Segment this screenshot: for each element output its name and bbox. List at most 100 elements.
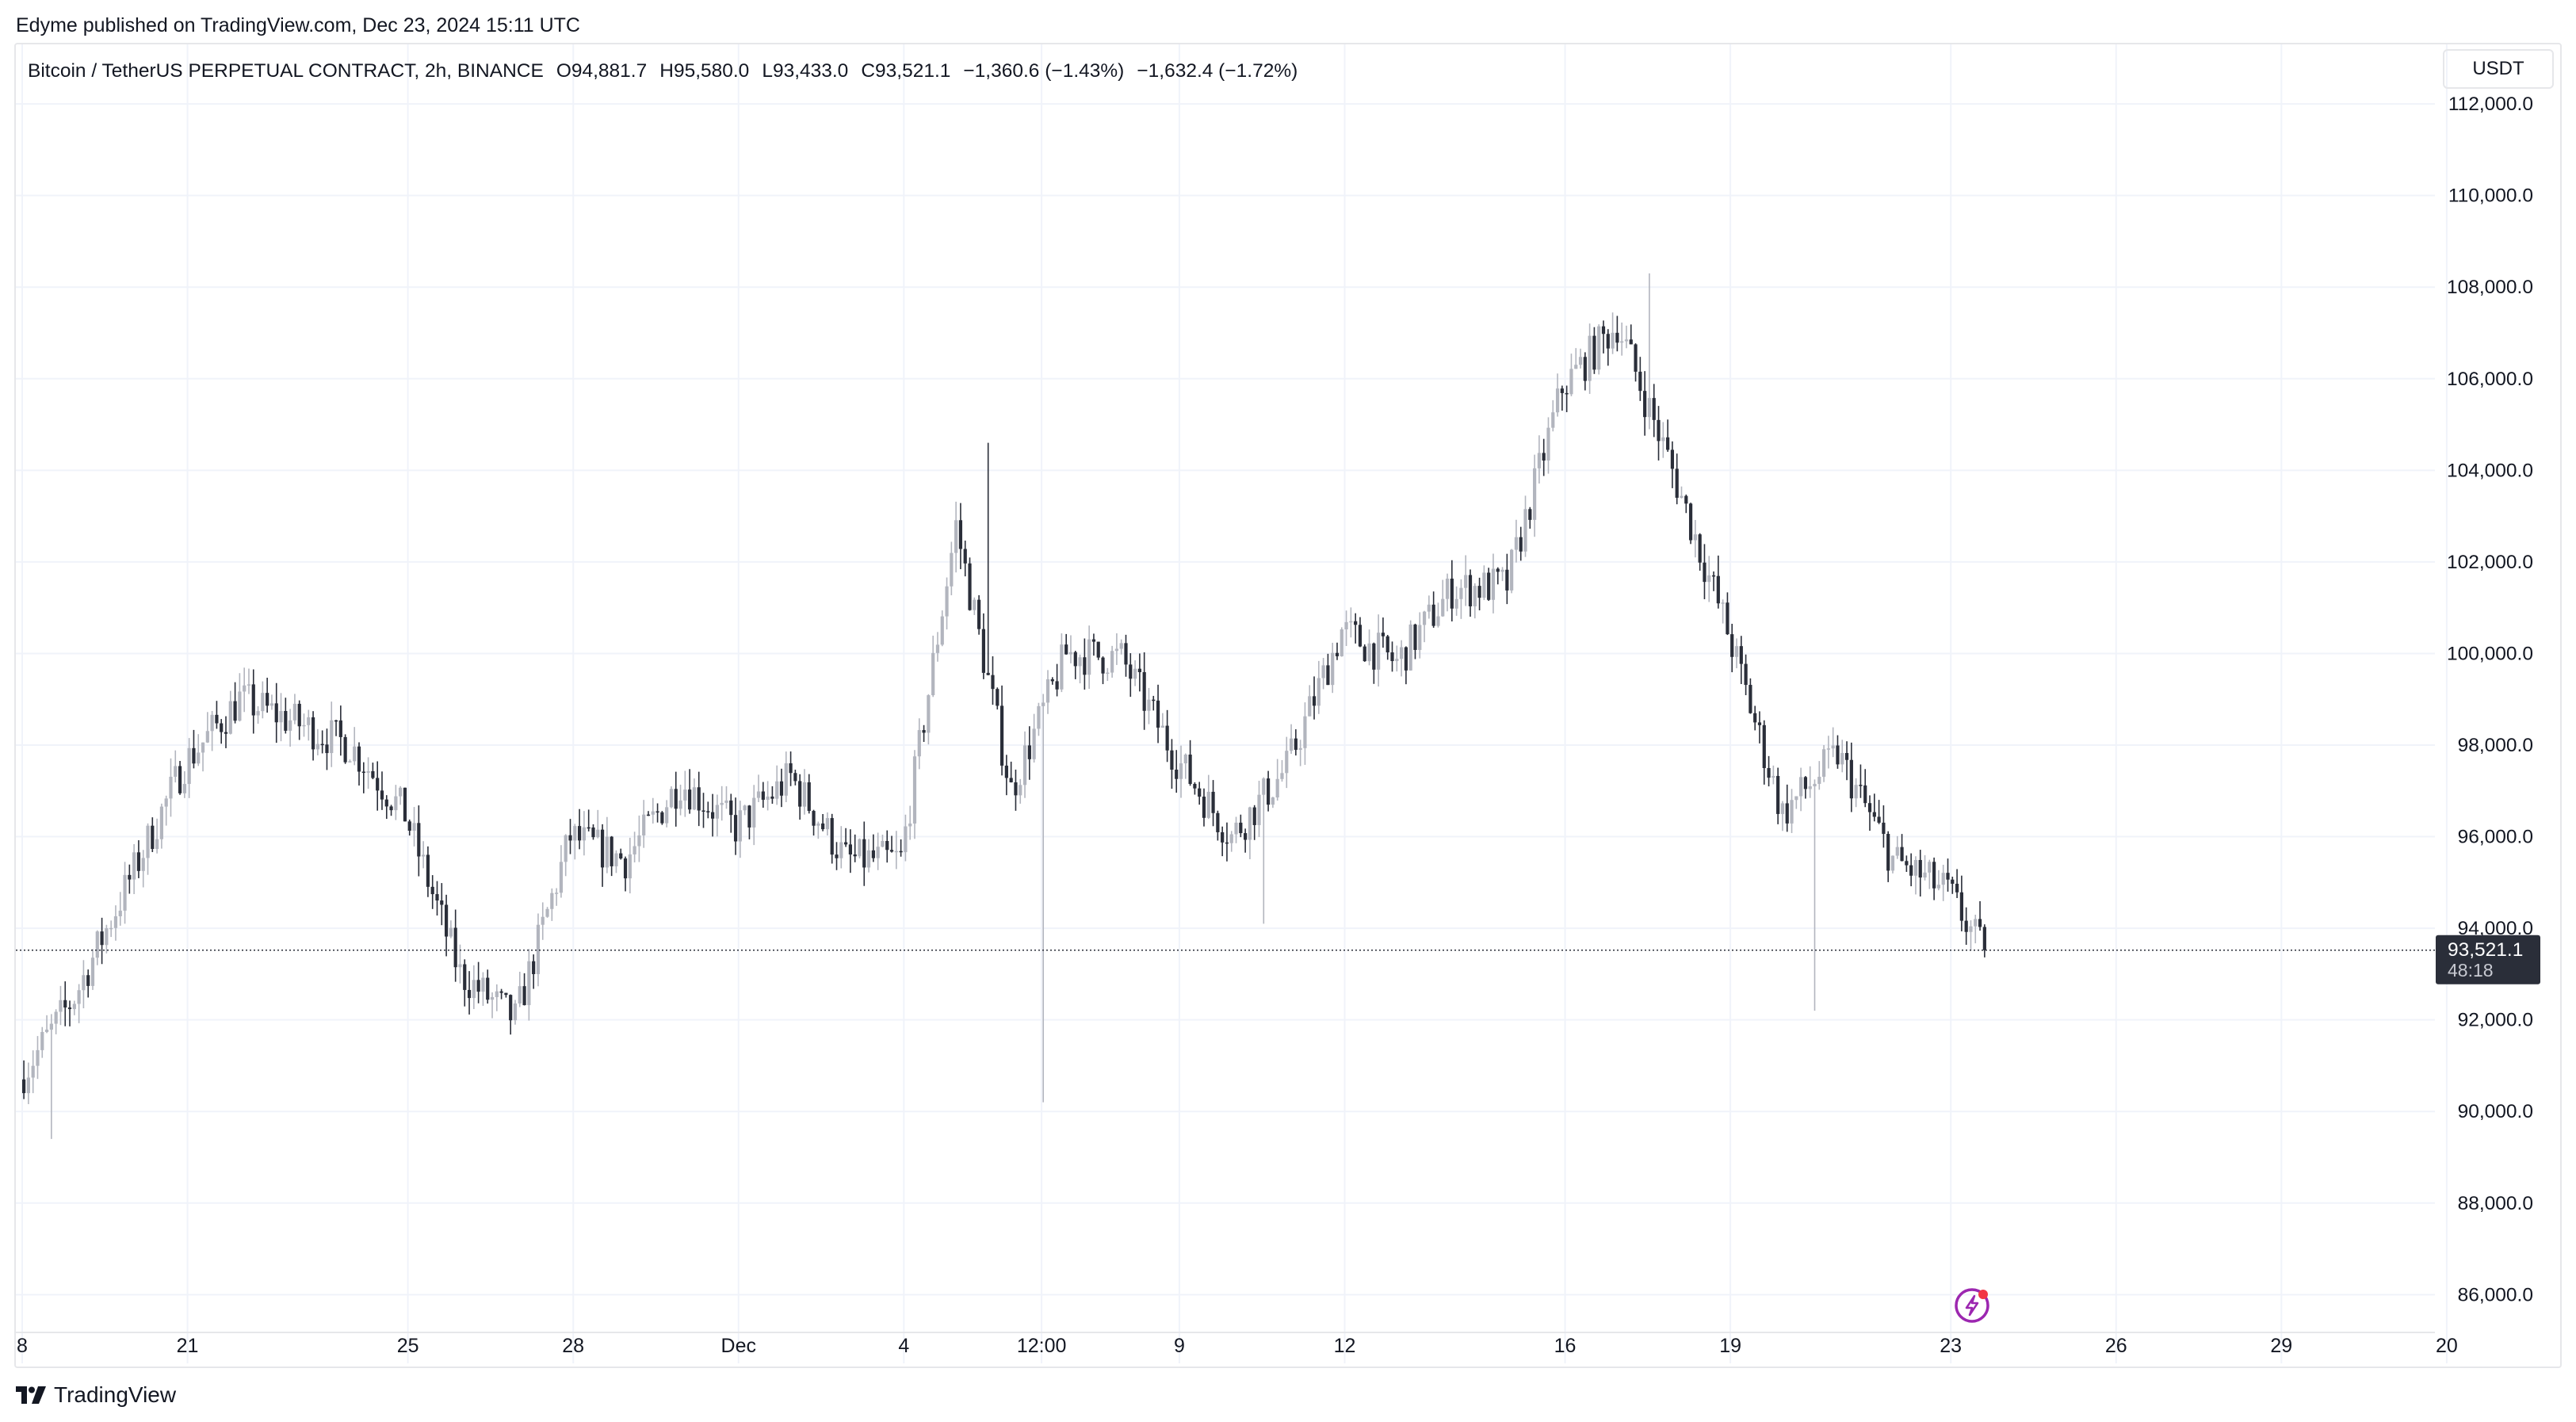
candle-body xyxy=(738,810,742,842)
candle-body xyxy=(1335,652,1340,656)
candle-body xyxy=(228,701,232,734)
candle-body xyxy=(619,853,623,859)
candle-body xyxy=(986,672,990,675)
candle-body xyxy=(467,989,472,999)
candle-body xyxy=(1757,722,1762,725)
candle-body xyxy=(1936,885,1941,889)
candle-body xyxy=(1110,651,1114,673)
candle-body xyxy=(789,763,793,774)
candle-body xyxy=(197,752,201,764)
tradingview-logo-icon xyxy=(16,1386,46,1404)
footer-brand[interactable]: TradingView xyxy=(16,1382,176,1408)
candle-body xyxy=(996,689,999,706)
time-tick-label: 4 xyxy=(898,1335,909,1357)
candle-body xyxy=(1445,578,1450,599)
candle-body xyxy=(1867,803,1872,812)
candle-body xyxy=(72,1003,76,1010)
candle-body xyxy=(279,711,283,723)
price-tick-label: 104,000.0 xyxy=(2447,460,2533,481)
candle-body xyxy=(1317,678,1320,706)
candle-body xyxy=(871,850,875,858)
candle-body xyxy=(545,908,549,917)
candle-body xyxy=(490,996,495,1000)
candle-body xyxy=(1799,777,1803,797)
candle-body xyxy=(1248,807,1252,840)
candle-body xyxy=(95,931,99,958)
candle-body xyxy=(1225,842,1229,844)
candle-body xyxy=(1004,765,1008,778)
candle-body xyxy=(1344,621,1348,630)
candle-body xyxy=(1661,437,1665,442)
time-tick-label: 19 xyxy=(1719,1335,1741,1357)
candle-body xyxy=(927,695,931,733)
candle-body xyxy=(1179,763,1183,779)
candle-body xyxy=(118,910,122,916)
candle-body xyxy=(1285,751,1289,774)
candle-body xyxy=(968,563,972,610)
candle-body xyxy=(1244,833,1248,840)
time-tick-label: 28 xyxy=(562,1335,584,1357)
candle-body xyxy=(642,814,646,835)
candle-body xyxy=(885,840,889,851)
candle-body xyxy=(1395,659,1399,662)
candle-body xyxy=(688,789,692,810)
candle-body xyxy=(1716,575,1720,604)
candle-body xyxy=(637,835,641,847)
candle-body xyxy=(573,826,577,841)
candle-body xyxy=(821,823,825,830)
candle-body xyxy=(481,977,485,992)
candle-body xyxy=(1583,357,1587,381)
candle-body xyxy=(1257,794,1261,825)
candle-body xyxy=(54,1011,58,1024)
candle-body xyxy=(1831,745,1835,749)
candle-body xyxy=(1817,776,1821,784)
alert-icon[interactable] xyxy=(1955,1288,1989,1323)
candle-body xyxy=(1624,339,1629,342)
candle-body xyxy=(274,703,278,723)
candle-body xyxy=(1560,388,1564,393)
candle-body xyxy=(1289,738,1294,751)
candle-body xyxy=(1675,468,1679,498)
candle-body xyxy=(1726,602,1729,635)
candle-body xyxy=(1514,537,1519,550)
currency-selector[interactable]: USDT xyxy=(2443,49,2554,89)
candle-body xyxy=(128,874,132,880)
symbol-name[interactable]: Bitcoin / TetherUS PERPETUAL CONTRACT, 2… xyxy=(28,60,544,82)
time-tick-label: Dec xyxy=(721,1335,756,1357)
candle-body xyxy=(807,782,811,812)
candle-body xyxy=(935,644,940,653)
candle-body xyxy=(1959,892,1963,921)
candle-body xyxy=(669,789,674,808)
candle-body xyxy=(1597,326,1601,370)
candle-body xyxy=(1611,332,1615,349)
candle-body xyxy=(1882,822,1886,835)
candle-body xyxy=(1427,604,1431,612)
candle-body xyxy=(141,858,145,871)
candle-body xyxy=(1101,657,1105,674)
price-tick-label: 112,000.0 xyxy=(2448,94,2533,115)
candle-body xyxy=(1037,705,1041,729)
price-axis[interactable]: 112,000.0 110,000.0 108,000.0 106,000.0 104,… xyxy=(2447,94,2533,1305)
legend-close: C93,521.1 xyxy=(861,60,951,82)
time-axis[interactable]: 8 21 25 28 Dec 4 12:00 9 12 16 19 23 26 29 20 xyxy=(17,1335,2458,1357)
candle-body xyxy=(825,818,830,830)
legend-high: H95,580.0 xyxy=(659,60,750,82)
candle-body xyxy=(266,693,269,706)
candle-body xyxy=(289,720,292,731)
candle-body xyxy=(527,961,531,1006)
candle-body xyxy=(1464,575,1468,588)
candle-body xyxy=(1652,398,1656,420)
candle-body xyxy=(848,844,852,854)
candle-body xyxy=(931,652,935,696)
candle-body xyxy=(1684,495,1688,504)
candle-body xyxy=(476,980,480,992)
candle-body xyxy=(1175,769,1179,779)
candle-body xyxy=(692,787,697,810)
candle-body xyxy=(1859,785,1863,786)
candle-body xyxy=(509,995,513,1021)
candle-body xyxy=(422,854,426,857)
candle-body xyxy=(1183,755,1187,764)
candle-body xyxy=(1620,341,1624,343)
candle-body xyxy=(1533,468,1537,520)
